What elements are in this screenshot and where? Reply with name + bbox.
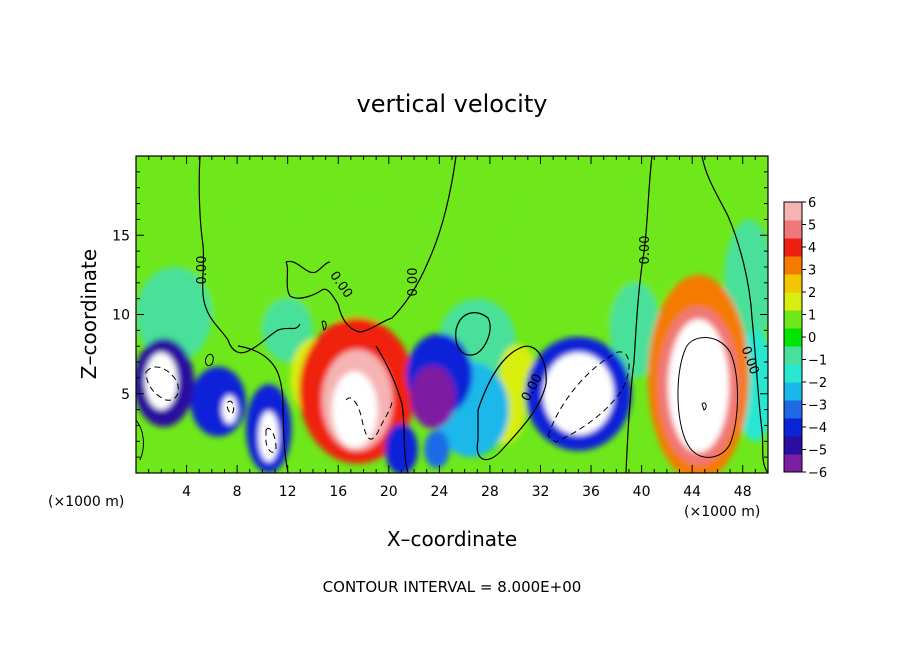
colorbar-tick-label: 0 xyxy=(808,331,816,346)
contour-line xyxy=(701,156,768,473)
field-cell xyxy=(136,266,212,363)
contour-line xyxy=(625,156,653,473)
contour-line xyxy=(205,353,214,367)
x-tick-label: 48 xyxy=(734,484,752,500)
velocity-field xyxy=(136,156,768,473)
colorbar-tick-label: 5 xyxy=(808,219,816,234)
y-tick-label: 10 xyxy=(112,308,130,324)
contour-line xyxy=(701,402,707,411)
field-cell xyxy=(221,395,238,424)
y-axis-label: Z–coordinate xyxy=(77,249,101,379)
x-tick-label: 36 xyxy=(582,484,600,500)
contour-line xyxy=(285,260,331,274)
colorbar-swatch xyxy=(784,310,802,329)
contour-label-text: 0.00 xyxy=(195,256,210,285)
x-tick-label: 12 xyxy=(279,484,297,500)
field-cell xyxy=(424,430,450,469)
contour-label-text: 0.00 xyxy=(406,268,421,297)
colorbar-swatch xyxy=(784,292,802,311)
field-cell xyxy=(331,371,378,448)
x-tick-label: 16 xyxy=(329,484,347,500)
x-unit-right: (×1000 m) xyxy=(684,504,760,520)
contour-label: 0.00 xyxy=(638,236,653,265)
contour-line xyxy=(136,419,144,461)
colorbar-swatch xyxy=(784,256,802,275)
colorbar-swatch xyxy=(784,436,802,455)
field-cell xyxy=(543,352,614,435)
x-tick-label: 24 xyxy=(430,484,448,500)
field-cell xyxy=(144,352,178,410)
colorbar-swatch xyxy=(784,454,802,473)
contour-line xyxy=(476,345,547,461)
field-cell xyxy=(410,365,456,429)
x-tick-label: 32 xyxy=(532,484,550,500)
colorbar-tick-label: −5 xyxy=(808,444,827,459)
x-tick-label: 28 xyxy=(481,484,499,500)
contour-line xyxy=(455,312,491,356)
y-axis: 5 10 15 xyxy=(112,171,768,458)
colorbar-tick-label: 3 xyxy=(808,264,816,279)
field-cell xyxy=(385,423,418,473)
x-tick-label: 40 xyxy=(633,484,651,500)
contour-label: 0.00 xyxy=(406,268,421,297)
colorbar-swatch xyxy=(784,400,802,419)
contour-label-text: 0.00 xyxy=(638,236,653,265)
x-tick-label: 20 xyxy=(380,484,398,500)
contour-line xyxy=(375,345,409,473)
contour-label: 0.00 xyxy=(195,256,210,285)
colorbar-tick-label: 4 xyxy=(808,241,816,256)
x-tick-label: 8 xyxy=(233,484,242,500)
x-axis-label: X–coordinate xyxy=(387,527,517,551)
contour-lines xyxy=(136,156,768,473)
colorbar-swatch xyxy=(784,418,802,437)
contour-line xyxy=(226,400,235,415)
x-axis: 4 8 12 16 20 24 28 32 36 40 44 48 xyxy=(148,156,756,500)
contour-line xyxy=(237,345,289,473)
colorbar-swatch xyxy=(784,328,802,347)
colorbar: 6 5 4 3 2 1 0 −1 −2 −3 −4 −5 −6 xyxy=(783,196,827,481)
contour-line xyxy=(677,337,738,458)
contour-line xyxy=(285,156,457,333)
y-tick-label: 15 xyxy=(112,228,130,244)
contour-line xyxy=(345,397,393,440)
colorbar-swatch xyxy=(784,274,802,293)
colorbar-swatch xyxy=(784,382,802,401)
field-cell xyxy=(190,366,246,437)
colorbar-tick-label: −3 xyxy=(808,399,827,414)
colorbar-tick-label: −1 xyxy=(808,354,827,369)
colorbar-swatch xyxy=(784,346,802,365)
field-cell xyxy=(186,203,313,331)
contour-line xyxy=(265,428,277,453)
contour-line xyxy=(321,320,327,331)
x-unit-left: (×1000 m) xyxy=(48,494,124,510)
x-tick-label: 4 xyxy=(182,484,191,500)
colorbar-swatch xyxy=(784,202,802,221)
contour-line xyxy=(198,156,301,354)
contour-line xyxy=(145,366,179,401)
colorbar-tick-label: −6 xyxy=(808,466,827,481)
colorbar-tick-label: −4 xyxy=(808,421,827,436)
contour-interval-note: CONTOUR INTERVAL = 8.000E+00 xyxy=(323,578,582,596)
colorbar-swatch xyxy=(784,238,802,257)
colorbar-swatch xyxy=(784,220,802,239)
contour-line xyxy=(547,351,630,443)
plot-area: 0.00 0.00 0.000.000.000.00 4 8 12 16 20 24 28 32 3… xyxy=(112,155,769,500)
colorbar-swatch xyxy=(784,364,802,383)
field-cell xyxy=(258,411,279,462)
colorbar-tick-label: −2 xyxy=(808,376,827,391)
y-tick-label: 5 xyxy=(121,387,130,403)
colorbar-tick-label: 2 xyxy=(808,286,816,301)
x-tick-label: 44 xyxy=(683,484,701,500)
colorbar-tick-label: 1 xyxy=(808,309,816,324)
chart-title: vertical velocity xyxy=(357,90,548,118)
colorbar-tick-label: 6 xyxy=(808,196,816,211)
field-cell xyxy=(610,282,661,378)
field-cell xyxy=(262,298,313,363)
field-cell xyxy=(668,319,729,453)
